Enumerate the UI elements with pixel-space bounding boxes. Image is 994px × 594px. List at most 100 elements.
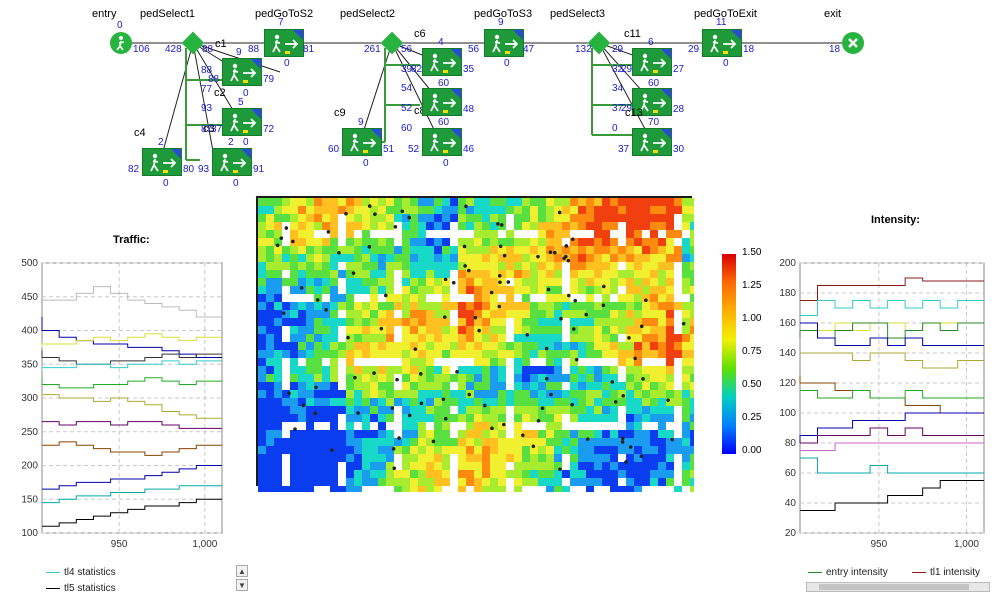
heat-cell — [594, 406, 602, 414]
entry-node[interactable] — [110, 32, 132, 54]
heat-cell — [602, 486, 610, 492]
heat-cell — [338, 318, 346, 326]
y-tick-label: 160 — [779, 318, 796, 329]
heat-cell — [490, 430, 498, 438]
heat-cell — [442, 382, 450, 390]
heat-cell — [562, 486, 570, 492]
heat-cell — [570, 286, 578, 294]
heat-cell — [458, 414, 466, 422]
heat-cell — [530, 462, 538, 470]
heat-cell — [370, 310, 378, 318]
heat-cell — [674, 214, 682, 222]
pedgotoexit-block[interactable] — [702, 29, 742, 57]
c8-block[interactable] — [422, 88, 462, 116]
heat-cell — [450, 358, 458, 366]
count: 93 — [201, 103, 213, 114]
heat-cell — [298, 430, 306, 438]
heat-cell — [498, 382, 506, 390]
c12-block[interactable] — [632, 88, 672, 116]
heat-cell — [490, 382, 498, 390]
heat-cell — [450, 326, 458, 334]
count: 11 — [716, 17, 727, 28]
heat-cell — [410, 238, 418, 246]
heat-cell — [282, 350, 290, 358]
count: 52 — [408, 144, 420, 155]
heat-cell — [274, 422, 282, 430]
heat-cell — [586, 486, 594, 492]
y-tick-label: 500 — [21, 258, 38, 269]
scrollbar-thumb[interactable] — [819, 584, 969, 590]
c10-block[interactable] — [422, 128, 462, 156]
c13-block[interactable] — [632, 128, 672, 156]
c3-block[interactable] — [212, 148, 252, 176]
heat-cell — [498, 470, 506, 478]
heat-cell — [506, 214, 514, 222]
heat-cell — [362, 486, 370, 492]
c1-block[interactable] — [222, 58, 262, 86]
heat-cell — [258, 358, 266, 366]
heat-cell — [522, 462, 530, 470]
heat-cell — [522, 230, 530, 238]
heat-cell — [290, 310, 298, 318]
heat-cell — [450, 486, 458, 492]
heat-cell — [290, 454, 298, 462]
heat-cell — [314, 238, 322, 246]
pedgotos2-block[interactable] — [264, 29, 304, 57]
heat-cell — [386, 406, 394, 414]
heat-cell — [530, 310, 538, 318]
heat-cell — [314, 262, 322, 270]
heat-cell — [346, 198, 354, 206]
heat-cell — [458, 438, 466, 446]
heat-cell — [578, 398, 586, 406]
heat-cell — [690, 238, 694, 246]
count: 0 — [723, 58, 729, 69]
heat-cell — [538, 478, 546, 486]
pedselect1-label: pedSelect1 — [140, 8, 196, 20]
heat-cell — [354, 206, 362, 214]
pedgotos3-block[interactable] — [484, 29, 524, 57]
scroll-down-button[interactable]: ▼ — [236, 579, 248, 591]
count: 80 — [183, 164, 195, 175]
heat-cell — [370, 454, 378, 462]
heat-cell — [466, 310, 474, 318]
heat-cell — [370, 382, 378, 390]
heat-cell — [498, 350, 506, 358]
c13-label: c13 — [625, 107, 643, 119]
heat-cell — [514, 278, 522, 286]
heat-cell — [370, 486, 378, 492]
heat-cell — [370, 206, 378, 214]
heat-cell — [642, 214, 650, 222]
c9-block[interactable] — [342, 128, 382, 156]
heat-cell — [298, 318, 306, 326]
scroll-up-button[interactable]: ▲ — [236, 565, 248, 577]
pedestrian-dot — [531, 444, 536, 449]
heat-cell — [314, 454, 322, 462]
heat-cell — [274, 246, 282, 254]
heat-cell — [426, 334, 434, 342]
heat-cell — [538, 462, 546, 470]
heat-cell — [522, 454, 530, 462]
exit-node[interactable] — [842, 32, 864, 54]
heat-cell — [274, 374, 282, 382]
c11-block[interactable] — [632, 48, 672, 76]
heat-cell — [586, 294, 594, 302]
heat-cell — [442, 454, 450, 462]
heat-cell — [594, 342, 602, 350]
heat-cell — [362, 198, 370, 206]
heat-cell — [354, 438, 362, 446]
horizontal-scrollbar[interactable] — [806, 582, 990, 592]
heat-cell — [506, 422, 514, 430]
heat-cell — [346, 350, 354, 358]
heat-cell — [490, 470, 498, 478]
c4-block[interactable] — [142, 148, 182, 176]
c6-block[interactable] — [422, 48, 462, 76]
c2-block[interactable] — [222, 108, 262, 136]
heat-cell — [442, 374, 450, 382]
heat-cell — [322, 214, 330, 222]
heat-cell — [418, 470, 426, 478]
heat-cell — [402, 390, 410, 398]
pedestrian-dot — [497, 304, 502, 309]
heat-cell — [458, 470, 466, 478]
heat-cell — [370, 318, 378, 326]
heat-cell — [274, 302, 282, 310]
